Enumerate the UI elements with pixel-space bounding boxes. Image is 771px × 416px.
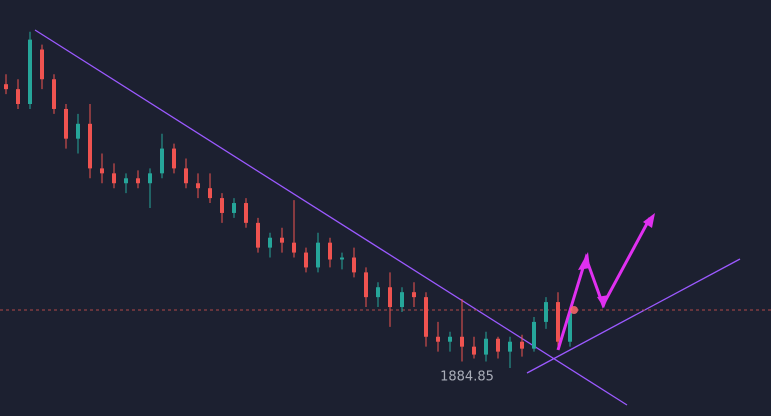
candle-body xyxy=(64,108,68,139)
candle-body xyxy=(436,336,440,342)
candle-body xyxy=(508,341,512,352)
trendline xyxy=(526,258,741,374)
candle-body xyxy=(496,338,500,352)
candle-body xyxy=(388,287,392,308)
candle-body xyxy=(532,321,536,349)
candle-body xyxy=(460,336,464,347)
trendline xyxy=(34,29,628,406)
candle-body xyxy=(304,252,308,268)
candle-body xyxy=(76,123,80,139)
candle-body xyxy=(556,302,560,342)
arrow-head xyxy=(597,295,609,308)
candle-body xyxy=(220,198,224,213)
candle-body xyxy=(484,338,488,355)
candle-body xyxy=(52,79,56,109)
candle-body xyxy=(256,222,260,248)
candle-body xyxy=(340,257,344,260)
candle-body xyxy=(100,168,104,174)
candle-body xyxy=(232,203,236,213)
candle-body xyxy=(4,84,8,90)
candle-body xyxy=(184,168,188,184)
arrow-head xyxy=(643,213,655,228)
candle-body xyxy=(88,123,92,169)
candle-body xyxy=(328,242,332,260)
candle-body xyxy=(352,257,356,273)
candle-body xyxy=(316,242,320,268)
candle-body xyxy=(280,237,284,243)
candle-body xyxy=(112,173,116,184)
candles xyxy=(0,31,771,368)
candle-body xyxy=(448,336,452,342)
candle-body xyxy=(268,237,272,248)
candle-body xyxy=(136,178,140,184)
candle-body xyxy=(400,292,404,308)
candle-body xyxy=(160,148,164,174)
arrow-head xyxy=(578,252,590,270)
candle-body xyxy=(40,49,44,80)
candle-body xyxy=(376,287,380,298)
candle-body xyxy=(424,297,428,337)
candle-body xyxy=(172,148,176,169)
candle-body xyxy=(364,272,368,298)
projection-arrow xyxy=(556,217,652,351)
candle-body xyxy=(412,292,416,298)
candle-body xyxy=(520,341,524,349)
candle-body xyxy=(568,312,572,342)
candle-body xyxy=(28,39,32,104)
candle-body xyxy=(244,203,248,223)
candle-body xyxy=(292,242,296,253)
candle-body xyxy=(544,302,548,322)
candle-body xyxy=(148,173,152,184)
candle-body xyxy=(196,183,200,189)
candle-body xyxy=(16,89,20,104)
candle-body xyxy=(208,188,212,199)
low-price-label: 1884.85 xyxy=(440,370,494,385)
candle-body xyxy=(124,178,128,184)
candle-body xyxy=(472,346,476,355)
price-dot xyxy=(570,306,578,314)
